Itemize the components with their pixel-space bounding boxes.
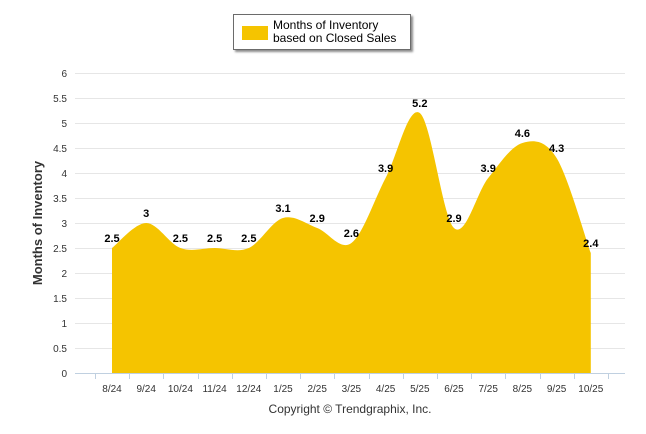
y-tick-label: 5.5 — [53, 94, 67, 105]
y-tick-label: 1.5 — [53, 294, 67, 305]
data-label: 3 — [143, 208, 149, 220]
data-label: 2.6 — [344, 228, 359, 240]
series-area — [112, 112, 591, 373]
y-axis-title: Months of Inventory — [30, 160, 45, 285]
legend-swatch — [242, 26, 268, 40]
data-label: 2.5 — [207, 233, 222, 245]
copyright-footer: Copyright © Trendgraphix, Inc. — [269, 402, 432, 416]
legend: Months of Inventory based on Closed Sale… — [233, 14, 411, 50]
y-tick-label: 4.5 — [53, 144, 67, 155]
x-tick-label: 10/25 — [578, 384, 603, 395]
y-tick-label: 5 — [61, 119, 67, 130]
y-tick-label: 3.5 — [53, 194, 67, 205]
data-label: 2.5 — [104, 233, 119, 245]
x-tick-label: 11/24 — [202, 384, 227, 395]
y-tick-label: 4 — [61, 169, 67, 180]
x-axis-ticks — [95, 373, 609, 379]
data-label: 2.5 — [173, 233, 188, 245]
x-tick-label: 4/25 — [376, 384, 396, 395]
x-tick-label: 7/25 — [478, 384, 498, 395]
y-tick-label: 0 — [61, 369, 67, 380]
y-tick-label: 3 — [61, 219, 67, 230]
x-axis-tick-labels: 8/24 9/24 10/24 11/24 12/24 1/25 2/25 3/25 4/25 5… — [102, 384, 603, 395]
data-label: 5.2 — [412, 98, 427, 110]
x-tick-label: 9/25 — [547, 384, 567, 395]
y-tick-label: 0.5 — [53, 344, 67, 355]
data-label: 4.6 — [515, 128, 530, 140]
y-tick-label: 2.5 — [53, 244, 67, 255]
data-label: 2.9 — [310, 213, 325, 225]
y-tick-label: 1 — [61, 319, 67, 330]
data-label: 2.4 — [583, 238, 599, 250]
x-tick-label: 1/25 — [273, 384, 293, 395]
data-label: 4.3 — [549, 143, 564, 155]
data-label: 2.9 — [446, 213, 461, 225]
x-tick-label: 9/24 — [136, 384, 156, 395]
x-tick-label: 5/25 — [410, 384, 430, 395]
x-tick-label: 8/24 — [102, 384, 122, 395]
x-tick-label: 12/24 — [236, 384, 261, 395]
x-tick-label: 8/25 — [513, 384, 533, 395]
legend-label: Months of Inventory based on Closed Sale… — [273, 18, 397, 45]
data-label: 2.5 — [241, 233, 256, 245]
data-label: 3.9 — [481, 163, 496, 175]
y-axis-tick-labels: 0 0.5 1 1.5 2 2.5 3 3.5 4 4.5 5 5.5 6 — [53, 69, 67, 380]
y-tick-label: 2 — [61, 269, 67, 280]
data-label: 3.9 — [378, 163, 393, 175]
x-tick-label: 2/25 — [307, 384, 327, 395]
data-labels: 2.5 3 2.5 2.5 2.5 3.1 2.9 2.6 3.9 5.2 2.9 3.9 4.6 4.3… — [104, 98, 599, 250]
y-tick-label: 6 — [61, 69, 67, 80]
x-tick-label: 3/25 — [342, 384, 362, 395]
data-label: 3.1 — [275, 203, 290, 215]
x-tick-label: 10/24 — [168, 384, 193, 395]
x-tick-label: 6/25 — [444, 384, 464, 395]
